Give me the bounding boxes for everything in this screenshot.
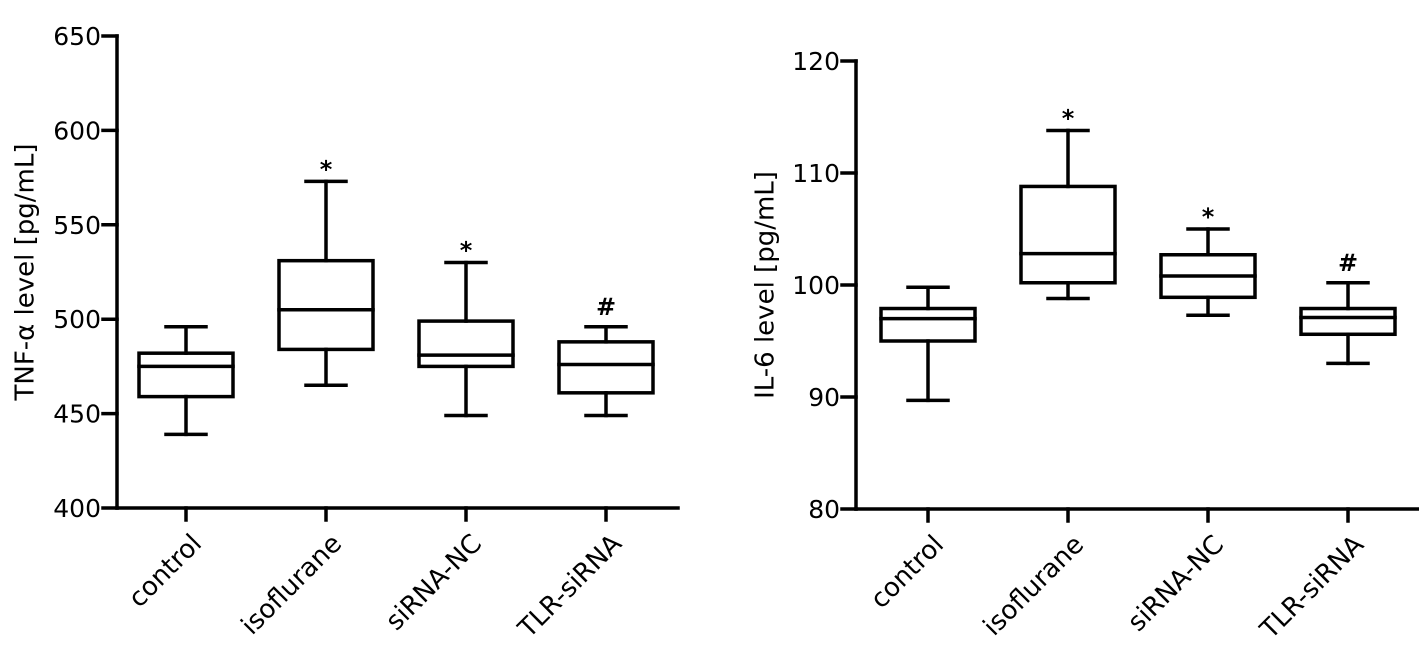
significance-mark: * (1202, 203, 1215, 231)
category-label: siRNA-NC (380, 529, 488, 637)
significance-mark: # (1338, 249, 1358, 277)
box-sirna-nc: * (1159, 203, 1257, 317)
category-label: TLR-siRNA (512, 529, 628, 645)
box-sirna-nc: * (417, 237, 515, 418)
category-label: isoflurane (978, 530, 1090, 642)
y-tick-label: 100 (792, 271, 840, 300)
box-isoflurane: * (1019, 104, 1117, 301)
y-tick-label: 450 (53, 400, 101, 429)
iqr-box (879, 306, 977, 343)
box-control (137, 325, 235, 437)
y-tick-label: 90 (808, 383, 840, 412)
y-tick-label: 80 (808, 495, 840, 524)
box-isoflurane: * (277, 155, 375, 388)
category-label: control (865, 530, 950, 615)
box-tlr-sirna: # (557, 293, 655, 418)
category-label: siRNA-NC (1122, 530, 1230, 638)
category-label: control (123, 529, 208, 614)
y-tick-label: 600 (53, 116, 101, 145)
iqr-box (1299, 306, 1397, 337)
box-tlr-sirna: # (1299, 249, 1397, 366)
category-label: isoflurane (236, 529, 348, 641)
iqr-box (557, 340, 655, 395)
y-axis-title: IL-6 level [pg/mL] (751, 171, 781, 399)
significance-mark: * (320, 155, 333, 183)
il6-boxplot: 80 90 100 110 120 IL-6 level [pg/mL] control * i… (751, 47, 1419, 646)
tnf-alpha-boxplot: 400 450 500 550 600 650 TNF-α level [pg/mL] con… (11, 22, 680, 645)
significance-mark: * (1062, 104, 1075, 132)
iqr-box (417, 319, 515, 369)
y-tick-label: 500 (53, 305, 101, 334)
y-tick-label: 650 (53, 22, 101, 51)
iqr-box (1019, 184, 1117, 285)
y-tick-label: 120 (792, 47, 840, 76)
significance-mark: * (460, 237, 473, 265)
significance-mark: # (596, 293, 616, 321)
y-tick-label: 550 (53, 211, 101, 240)
category-label: TLR-siRNA (1254, 530, 1370, 646)
y-tick-label: 110 (792, 159, 840, 188)
y-axis-title: TNF-α level [pg/mL] (11, 143, 41, 401)
iqr-box (277, 258, 375, 352)
iqr-box (137, 351, 235, 399)
box-control (879, 285, 977, 403)
y-tick-label: 400 (53, 494, 101, 523)
